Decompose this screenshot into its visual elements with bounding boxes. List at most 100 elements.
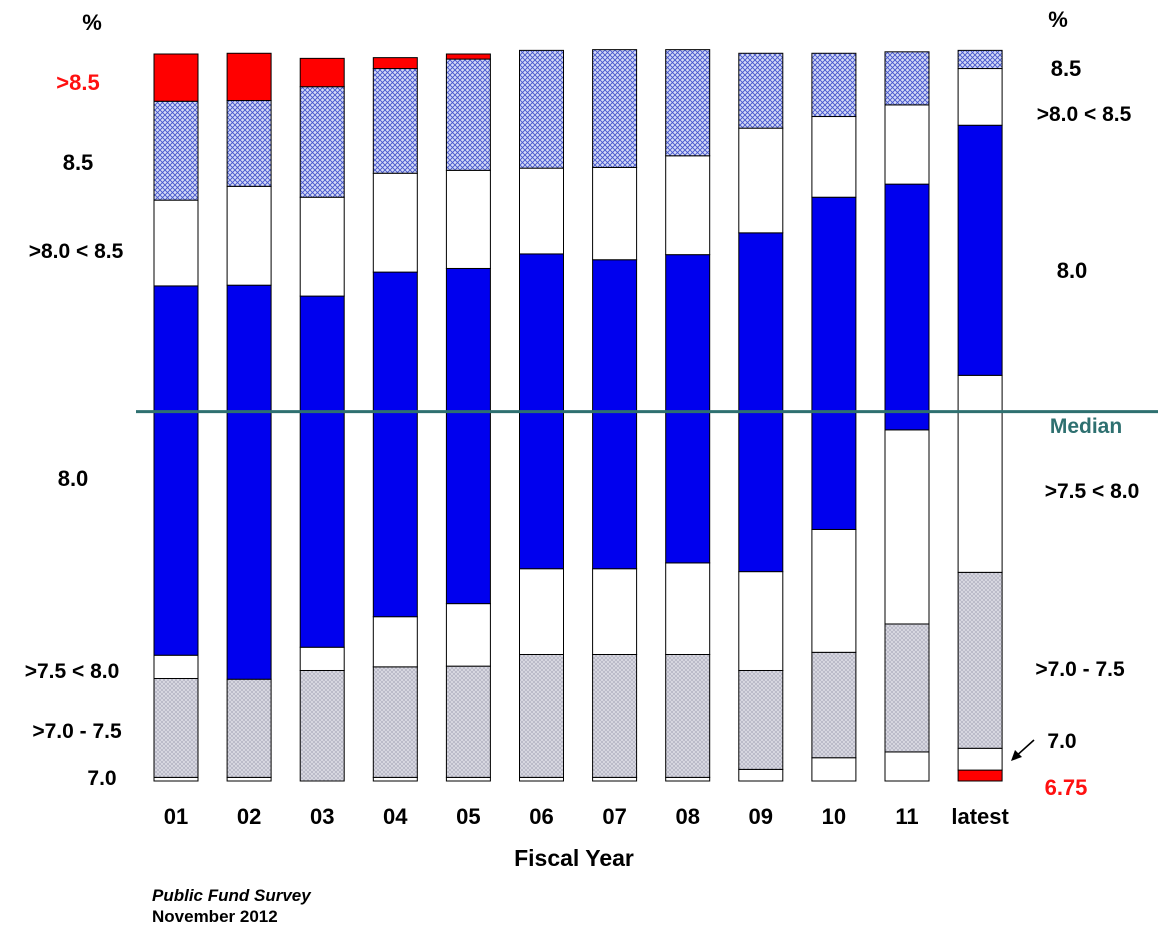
right-label-7-0-7-5: >7.0 - 7.5 <box>1035 658 1125 681</box>
bar-segment-8-0-8-5-11 <box>884 104 930 185</box>
bar-segment-8-0-8-5-03 <box>299 196 345 297</box>
median-label: Median <box>1050 415 1122 438</box>
bar-segment-8-0-01 <box>153 285 199 656</box>
y-axis-label-right: % <box>1048 7 1068 32</box>
x-tick-label: 02 <box>237 804 261 829</box>
bar-segment-7-0-7-5-07 <box>592 654 638 778</box>
bar-segment-8-5-04 <box>372 57 418 70</box>
bar-segment-8-0-8-5-09 <box>738 127 784 234</box>
x-tick-label: 03 <box>310 804 334 829</box>
bar-segment-8-0-05 <box>445 267 491 605</box>
left-category-labels: >8.5 8.5 >8.0 < 8.5 8.0 >7.5 < 8.0 >7.0 - 7.5… <box>25 70 124 790</box>
x-tick-label: 11 <box>895 804 918 829</box>
bar-segment-8-0-8-5-04 <box>372 172 418 273</box>
bar-segment-8-0-8-5-01 <box>153 199 199 287</box>
x-tick-label: 05 <box>456 804 480 829</box>
bar-segment-7-0-10 <box>811 757 857 782</box>
bar-segment-7-0-08 <box>665 776 711 782</box>
bar-segment-8-5-02 <box>226 52 272 102</box>
bar-segment-8-5-08 <box>665 49 711 157</box>
bar-segment-7-5-8-0-01 <box>153 654 199 679</box>
left-label-8-5: 8.5 <box>63 150 94 175</box>
x-tick-label: latest <box>951 804 1009 829</box>
bar-segment-8-0-02 <box>226 284 272 680</box>
bar-segment-8-5-11 <box>884 51 930 106</box>
bar-segment-8-5-02 <box>226 100 272 187</box>
left-label-7-0-7-5: >7.0 - 7.5 <box>32 720 122 743</box>
bar-segment-8-0-8-5-02 <box>226 185 272 286</box>
bar-segment-8-0-8-5-10 <box>811 116 857 198</box>
x-tick-label: 06 <box>529 804 553 829</box>
right-category-labels: 8.5 >8.0 < 8.5 8.0 >7.5 < 8.0 >7.0 - 7.5 7.0 6… <box>1035 56 1139 800</box>
bar-segment-8-5-06 <box>519 49 564 169</box>
x-tick-label: 01 <box>164 804 188 829</box>
bar-segment-8-0-10 <box>811 196 857 530</box>
bar-segment-8-5-04 <box>372 68 418 174</box>
bar-segment-7-0-7-5-09 <box>738 669 784 770</box>
bar-segment-7-5-8-0-05 <box>445 603 491 667</box>
bar-segment-7-0-7-5-10 <box>811 651 857 759</box>
bar-segment-7-0-7-5-02 <box>226 678 272 778</box>
bar-segment-7-0-02 <box>226 776 272 782</box>
bar-segment-7-5-8-0-10 <box>811 528 857 653</box>
bar-segment-8-0-8-5-05 <box>445 169 491 269</box>
bar-segment-8-5-09 <box>738 52 784 129</box>
left-label-8-5: >8.5 <box>56 70 99 95</box>
bar-segment-7-0-09 <box>738 768 784 782</box>
bar-segment-8-5-latest <box>957 49 1003 70</box>
bar-segment-7-0-7-5-08 <box>665 654 711 778</box>
right-label-6-75: 6.75 <box>1045 775 1088 800</box>
bar-segment-7-5-8-0-06 <box>519 568 564 656</box>
bar-segment-7-0-7-5-latest <box>957 571 1003 749</box>
right-label-8-0: 8.0 <box>1057 258 1088 283</box>
arrow-icon <box>1011 739 1035 761</box>
bar-segment-8-0-04 <box>372 271 418 618</box>
x-tick-label: 04 <box>383 804 408 829</box>
bar-segment-8-0-8-5-08 <box>665 155 711 256</box>
bar-segment-8-0-07 <box>592 259 638 570</box>
bar-segment-7-5-8-0-latest <box>957 374 1003 573</box>
bar-segment-7-5-8-0-04 <box>372 616 418 668</box>
bar-segment-8-5-07 <box>592 49 638 168</box>
bar-segment-8-0-8-5-07 <box>592 166 638 261</box>
bar-segment-7-0-7-5-04 <box>372 666 418 778</box>
bar-segment-7-0-06 <box>519 776 564 782</box>
bar-segment-7-0-01 <box>153 776 199 782</box>
source-name: Public Fund Survey <box>152 886 311 905</box>
left-label-8-0-8-5: >8.0 < 8.5 <box>29 240 124 263</box>
bar-segment-7-0-05 <box>445 776 491 782</box>
bar-segment-8-5-05 <box>445 58 491 171</box>
y-axis-label-left: % <box>82 10 102 35</box>
bar-segment-7-0-7-5-05 <box>445 665 491 778</box>
bar-segment-7-0-7-5-06 <box>519 654 564 778</box>
x-tick-label: 09 <box>749 804 773 829</box>
right-label-8-0-8-5: >8.0 < 8.5 <box>1037 103 1132 126</box>
right-label-7-5-8-0: >7.5 < 8.0 <box>1045 480 1140 503</box>
bar-segment-7-5-8-0-11 <box>884 429 930 625</box>
bar-segment-8-0-8-5-06 <box>519 167 564 255</box>
bar-segment-8-5-03 <box>299 57 345 88</box>
bar-segment-7-0-7-5-11 <box>884 623 930 753</box>
left-label-8-0: 8.0 <box>58 466 89 491</box>
right-label-7-0: 7.0 <box>1047 730 1076 753</box>
bar-segment-8-5-05 <box>445 53 491 60</box>
bar-segment-8-0-03 <box>299 295 345 648</box>
bar-segment-7-5-8-0-08 <box>665 562 711 656</box>
bar-segment-8-5-01 <box>153 53 199 102</box>
bar-segment-7-0-04 <box>372 776 418 782</box>
x-tick-label: 07 <box>602 804 626 829</box>
bar-segment-7-0-7-5-01 <box>153 677 199 778</box>
bar-segment-8-0-09 <box>738 232 784 573</box>
bar-segment-7-0-7-5-03 <box>299 669 345 782</box>
bar-segment-7-5-8-0-03 <box>299 646 345 671</box>
bar-segment-8-5-03 <box>299 86 345 198</box>
bar-segment-8-0-8-5-latest <box>957 68 1003 126</box>
bar-segment-8-0-latest <box>957 124 1003 376</box>
bar-segment-7-0-07 <box>592 776 638 782</box>
bar-segment-8-0-08 <box>665 254 711 564</box>
bar-segment-7-5-8-0-07 <box>592 568 638 656</box>
bars-group <box>153 49 1003 782</box>
bar-segment-8-5-01 <box>153 100 199 201</box>
source-date: November 2012 <box>152 907 278 926</box>
